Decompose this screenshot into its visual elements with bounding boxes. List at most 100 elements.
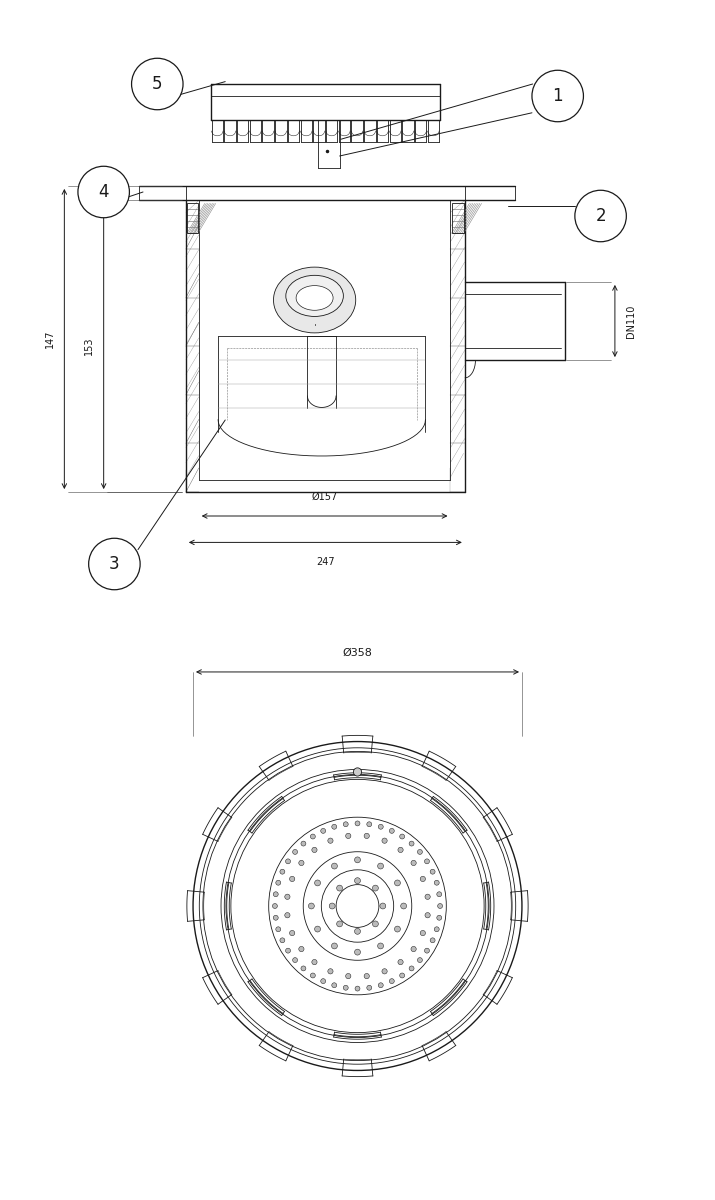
Ellipse shape [276, 926, 281, 931]
Ellipse shape [355, 821, 360, 826]
Bar [452, 203, 463, 233]
Ellipse shape [292, 850, 297, 854]
Ellipse shape [398, 847, 403, 852]
Text: DN110: DN110 [626, 305, 636, 337]
Ellipse shape [353, 768, 362, 776]
Ellipse shape [438, 904, 443, 908]
Ellipse shape [420, 876, 425, 882]
Ellipse shape [378, 943, 383, 949]
Ellipse shape [420, 930, 425, 936]
Ellipse shape [395, 926, 400, 932]
Ellipse shape [299, 860, 304, 865]
Ellipse shape [390, 828, 394, 833]
Ellipse shape [292, 958, 297, 962]
Ellipse shape [367, 822, 372, 827]
Ellipse shape [329, 904, 335, 908]
Ellipse shape [345, 833, 351, 839]
Ellipse shape [286, 275, 343, 317]
Ellipse shape [310, 834, 315, 839]
Ellipse shape [434, 926, 439, 931]
Ellipse shape [285, 894, 290, 900]
Ellipse shape [400, 904, 407, 908]
Ellipse shape [337, 886, 342, 892]
Ellipse shape [290, 930, 295, 936]
Bar [187, 203, 198, 233]
Ellipse shape [400, 973, 405, 978]
Ellipse shape [312, 847, 317, 852]
Text: Ø157: Ø157 [312, 492, 337, 502]
Text: 3: 3 [109, 554, 119, 572]
Text: Ø358: Ø358 [342, 648, 373, 658]
Ellipse shape [273, 268, 356, 332]
Ellipse shape [321, 828, 325, 833]
Ellipse shape [437, 916, 442, 920]
Ellipse shape [373, 886, 378, 892]
Ellipse shape [312, 960, 317, 965]
Ellipse shape [273, 892, 278, 896]
Text: 247: 247 [316, 557, 335, 566]
Ellipse shape [409, 966, 414, 971]
Ellipse shape [378, 824, 383, 829]
Ellipse shape [418, 958, 423, 962]
Ellipse shape [382, 968, 388, 974]
Ellipse shape [364, 973, 370, 979]
Ellipse shape [89, 539, 140, 589]
Ellipse shape [276, 881, 281, 886]
Ellipse shape [332, 824, 337, 829]
Ellipse shape [437, 892, 442, 896]
Ellipse shape [411, 947, 416, 952]
Ellipse shape [382, 838, 388, 844]
Ellipse shape [378, 863, 383, 869]
Ellipse shape [332, 863, 337, 869]
Ellipse shape [315, 880, 320, 886]
Text: 4: 4 [99, 182, 109, 200]
Ellipse shape [301, 966, 306, 971]
Ellipse shape [290, 876, 295, 882]
Ellipse shape [355, 877, 360, 883]
Ellipse shape [380, 904, 386, 908]
Ellipse shape [355, 986, 360, 991]
Ellipse shape [280, 869, 285, 874]
Text: 147: 147 [45, 330, 55, 348]
Ellipse shape [430, 938, 435, 943]
Text: 5: 5 [152, 74, 162, 92]
Ellipse shape [78, 167, 129, 217]
Ellipse shape [280, 938, 285, 943]
Ellipse shape [332, 983, 337, 988]
Ellipse shape [132, 59, 183, 109]
Ellipse shape [575, 191, 626, 241]
Ellipse shape [299, 947, 304, 952]
Ellipse shape [345, 973, 351, 979]
Ellipse shape [378, 983, 383, 988]
Ellipse shape [343, 822, 348, 827]
Ellipse shape [425, 948, 430, 953]
Ellipse shape [343, 985, 348, 990]
Ellipse shape [418, 850, 423, 854]
Ellipse shape [337, 920, 342, 926]
Ellipse shape [398, 960, 403, 965]
Ellipse shape [285, 859, 290, 864]
Ellipse shape [434, 881, 439, 886]
Ellipse shape [430, 869, 435, 874]
Ellipse shape [310, 973, 315, 978]
Ellipse shape [273, 916, 278, 920]
Ellipse shape [327, 968, 333, 974]
Ellipse shape [411, 860, 416, 865]
Ellipse shape [364, 833, 370, 839]
Ellipse shape [321, 979, 325, 984]
Ellipse shape [285, 948, 290, 953]
Ellipse shape [327, 838, 333, 844]
Ellipse shape [409, 841, 414, 846]
Ellipse shape [390, 979, 394, 984]
Ellipse shape [355, 929, 360, 935]
Ellipse shape [400, 834, 405, 839]
Ellipse shape [296, 286, 333, 311]
Ellipse shape [308, 904, 315, 908]
Ellipse shape [332, 943, 337, 949]
Text: 2: 2 [596, 206, 606, 226]
Ellipse shape [532, 71, 583, 121]
Text: 153: 153 [84, 337, 94, 355]
Ellipse shape [301, 841, 306, 846]
Ellipse shape [355, 949, 360, 955]
Ellipse shape [285, 912, 290, 918]
